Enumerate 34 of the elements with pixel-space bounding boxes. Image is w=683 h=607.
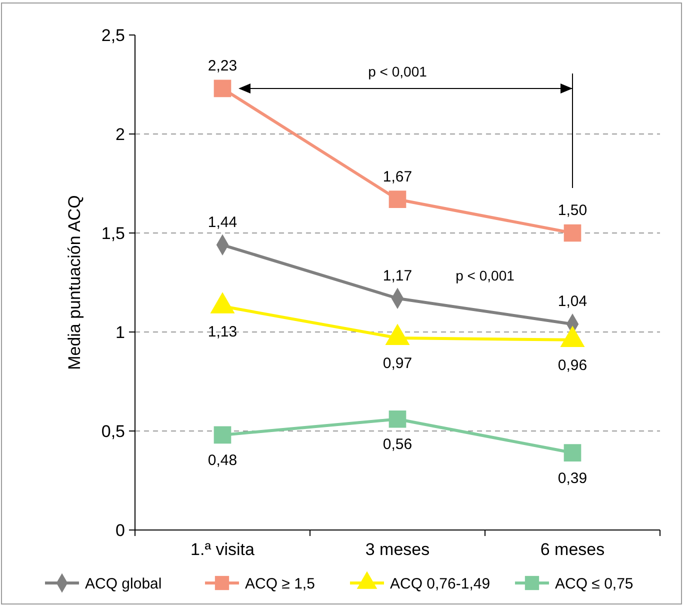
point <box>388 410 406 428</box>
y-tick-label: 0,5 <box>101 422 125 441</box>
point <box>564 224 582 242</box>
y-tick-label: 0 <box>116 520 125 540</box>
data-label: 1,13 <box>208 323 238 340</box>
legend-label: ACQ ≤ 0,75 <box>555 575 634 592</box>
data-label: 1,17 <box>382 267 412 284</box>
data-label: 0,97 <box>382 354 412 372</box>
x-tick-label: 3 meses <box>365 540 430 559</box>
legend-label: ACQ 0,76-1,49 <box>390 575 490 592</box>
legend-label: ACQ global <box>85 575 162 592</box>
y-tick-label: 2,5 <box>101 26 125 45</box>
data-label: 0,96 <box>558 356 588 374</box>
data-label: 2,23 <box>208 57 238 74</box>
point <box>214 80 232 98</box>
x-tick-label: 6 meses <box>540 540 605 559</box>
y-axis-title: Media puntuación ACQ <box>65 195 84 370</box>
annotation: p < 0,001 <box>456 267 515 284</box>
point <box>564 444 582 462</box>
point <box>388 190 406 208</box>
y-tick-label: 2 <box>116 124 125 144</box>
data-label: 1,04 <box>558 293 588 310</box>
data-label: 0,56 <box>382 436 412 454</box>
y-tick-label: 1,5 <box>101 224 125 243</box>
data-label: 1,50 <box>558 202 588 219</box>
annotation: p < 0,001 <box>368 63 428 80</box>
data-label: 0,39 <box>558 470 588 487</box>
data-label: 1,44 <box>208 214 238 231</box>
x-tick-label: 1.ª visita <box>190 540 255 559</box>
legend-label: ACQ ≥ 1,5 <box>245 575 315 592</box>
y-tick-label: 1 <box>116 322 125 342</box>
data-label: 0,48 <box>208 452 238 469</box>
data-label: 1,67 <box>382 168 412 186</box>
point <box>214 426 232 444</box>
